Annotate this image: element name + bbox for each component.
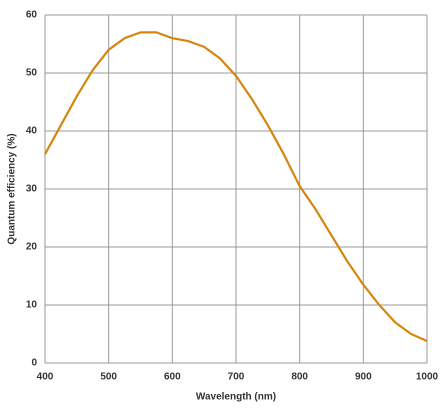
y-tick-label: 60 (26, 10, 38, 21)
y-tick-label: 20 (26, 242, 38, 253)
x-tick-label: 600 (164, 372, 181, 383)
x-tick-label: 800 (291, 372, 308, 383)
y-tick-label: 50 (26, 68, 38, 79)
x-tick-label: 700 (228, 372, 245, 383)
x-tick-label: 900 (355, 372, 372, 383)
y-tick-label: 30 (26, 184, 38, 195)
x-tick-label: 1000 (416, 372, 439, 383)
y-tick-label: 40 (26, 126, 38, 137)
y-tick-label: 10 (26, 300, 38, 311)
x-tick-label: 500 (100, 372, 117, 383)
x-axis-label: Wavelength (nm) (196, 392, 276, 403)
data-line (44, 31, 428, 342)
y-tick-label: 0 (31, 358, 37, 369)
x-tick-label: 400 (37, 372, 54, 383)
y-axis-label: Quantum efficiency (%) (7, 133, 18, 244)
